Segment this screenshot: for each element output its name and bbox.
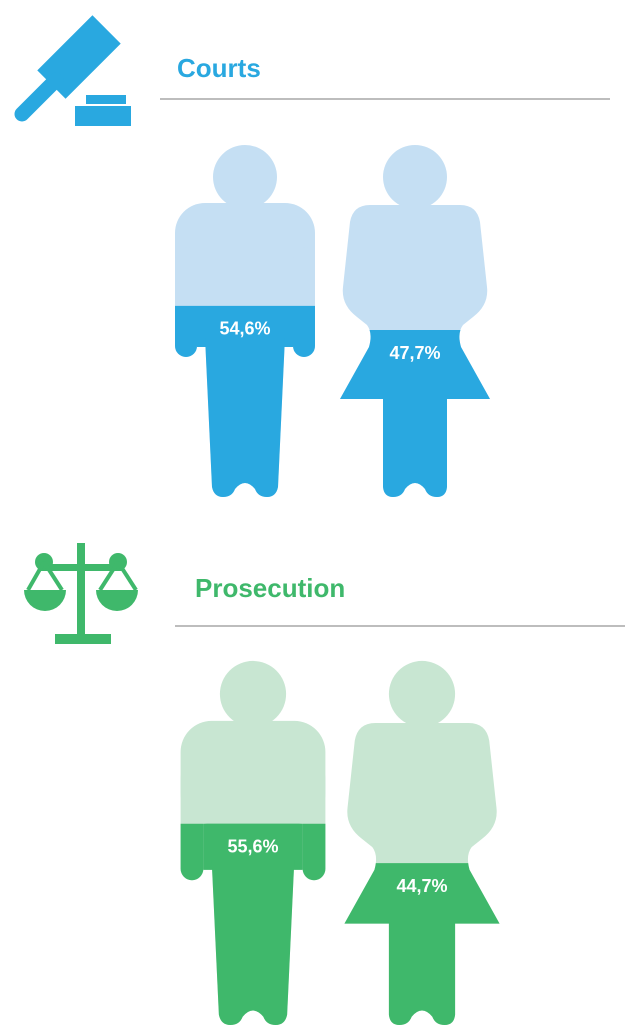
dress (344, 863, 500, 924)
head (219, 660, 287, 728)
scales-strings (26, 560, 138, 592)
arm (180, 823, 204, 881)
figure-fill (340, 330, 490, 497)
scales-icon (24, 543, 138, 644)
figure-fill (344, 863, 500, 1025)
scales-base (55, 634, 111, 644)
scales-pole (77, 543, 85, 643)
gavel-base (75, 106, 131, 126)
legs (211, 859, 295, 1025)
figure-fill (175, 305, 315, 497)
arm (175, 305, 197, 357)
gavel-handle (14, 72, 64, 122)
dress (340, 330, 490, 399)
arm (302, 823, 326, 881)
section-title: Prosecution (195, 573, 345, 603)
legs (383, 395, 447, 497)
value-label: 54,6% (219, 319, 270, 339)
scales-beam (38, 564, 124, 571)
legs (205, 337, 285, 497)
value-label: 47,7% (389, 343, 440, 363)
figure-fill (180, 823, 326, 1025)
head (213, 145, 277, 209)
scales-pan (96, 590, 138, 611)
legs (388, 919, 456, 1025)
head (383, 145, 447, 209)
head (388, 660, 456, 728)
scales-pan (24, 590, 66, 611)
arm (293, 305, 315, 357)
value-label: 55,6% (227, 836, 278, 856)
section-title: Courts (177, 53, 261, 83)
gavel-block (86, 95, 126, 104)
value-label: 44,7% (396, 876, 447, 896)
gavel-icon (14, 15, 131, 126)
